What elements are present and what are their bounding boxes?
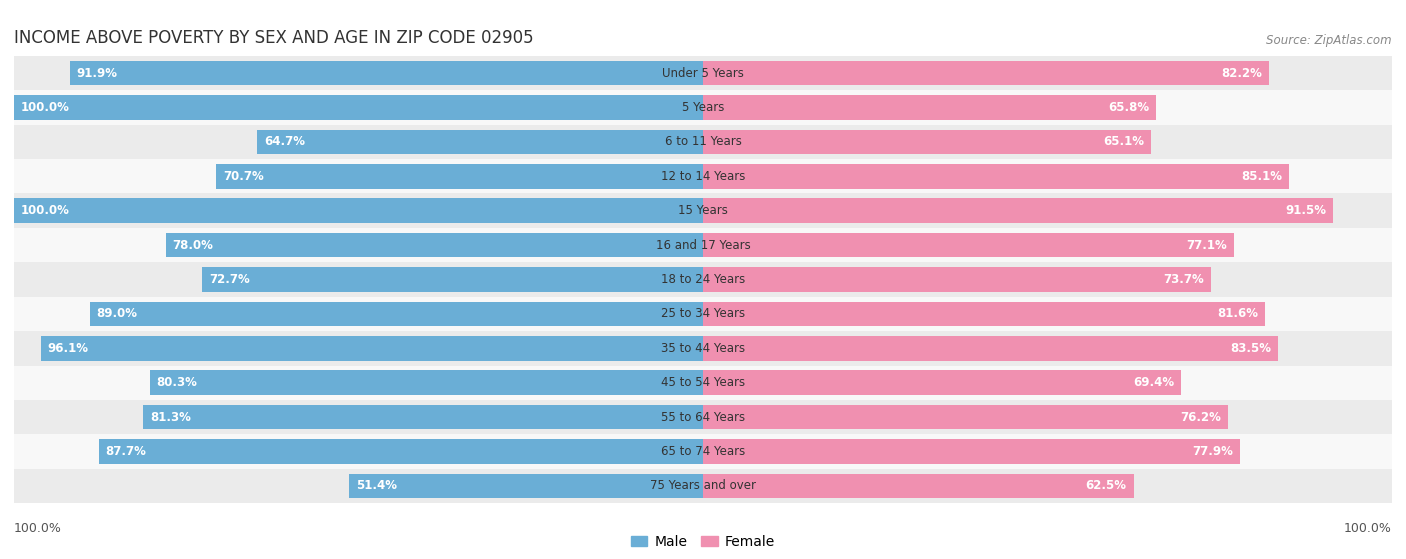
Bar bbox=[703, 61, 1270, 86]
Text: 72.7%: 72.7% bbox=[209, 273, 250, 286]
Bar bbox=[217, 164, 703, 189]
Text: 81.6%: 81.6% bbox=[1218, 307, 1258, 320]
Text: 35 to 44 Years: 35 to 44 Years bbox=[661, 342, 745, 355]
Bar bbox=[14, 262, 1392, 297]
Bar bbox=[703, 198, 1333, 223]
Bar bbox=[703, 95, 1156, 120]
Text: 51.4%: 51.4% bbox=[356, 480, 396, 492]
Bar bbox=[14, 95, 703, 120]
Bar bbox=[703, 130, 1152, 154]
Bar bbox=[703, 473, 1133, 498]
Text: 16 and 17 Years: 16 and 17 Years bbox=[655, 239, 751, 252]
Text: 70.7%: 70.7% bbox=[222, 170, 263, 183]
Text: 18 to 24 Years: 18 to 24 Years bbox=[661, 273, 745, 286]
Bar bbox=[90, 301, 703, 326]
Text: 100.0%: 100.0% bbox=[21, 204, 70, 217]
Bar bbox=[703, 370, 1181, 395]
Bar bbox=[703, 439, 1240, 464]
Text: Source: ZipAtlas.com: Source: ZipAtlas.com bbox=[1267, 34, 1392, 47]
Bar bbox=[143, 405, 703, 429]
Text: 65.8%: 65.8% bbox=[1108, 101, 1150, 114]
Bar bbox=[703, 405, 1227, 429]
Bar bbox=[703, 267, 1211, 292]
Bar bbox=[14, 468, 1392, 503]
Bar bbox=[14, 125, 1392, 159]
Text: 12 to 14 Years: 12 to 14 Years bbox=[661, 170, 745, 183]
Text: 55 to 64 Years: 55 to 64 Years bbox=[661, 411, 745, 424]
Text: 91.5%: 91.5% bbox=[1285, 204, 1326, 217]
Bar bbox=[98, 439, 703, 464]
Bar bbox=[257, 130, 703, 154]
Bar bbox=[14, 228, 1392, 262]
Text: 83.5%: 83.5% bbox=[1230, 342, 1271, 355]
Bar bbox=[703, 301, 1265, 326]
Text: 91.9%: 91.9% bbox=[77, 67, 118, 79]
Text: 76.2%: 76.2% bbox=[1180, 411, 1220, 424]
Bar bbox=[14, 434, 1392, 468]
Text: 75 Years and over: 75 Years and over bbox=[650, 480, 756, 492]
Text: 65 to 74 Years: 65 to 74 Years bbox=[661, 445, 745, 458]
Text: 77.9%: 77.9% bbox=[1192, 445, 1233, 458]
Bar bbox=[14, 297, 1392, 331]
Text: 82.2%: 82.2% bbox=[1222, 67, 1263, 79]
Bar bbox=[166, 233, 703, 258]
Text: 100.0%: 100.0% bbox=[21, 101, 70, 114]
Text: 25 to 34 Years: 25 to 34 Years bbox=[661, 307, 745, 320]
Bar bbox=[14, 198, 703, 223]
Bar bbox=[150, 370, 703, 395]
Bar bbox=[14, 193, 1392, 228]
Bar bbox=[14, 159, 1392, 193]
Bar bbox=[703, 336, 1278, 361]
Text: 6 to 11 Years: 6 to 11 Years bbox=[665, 135, 741, 148]
Text: INCOME ABOVE POVERTY BY SEX AND AGE IN ZIP CODE 02905: INCOME ABOVE POVERTY BY SEX AND AGE IN Z… bbox=[14, 29, 534, 47]
Legend: Male, Female: Male, Female bbox=[626, 529, 780, 555]
Text: 100.0%: 100.0% bbox=[14, 522, 62, 535]
Text: 89.0%: 89.0% bbox=[97, 307, 138, 320]
Bar bbox=[70, 61, 703, 86]
Text: 73.7%: 73.7% bbox=[1163, 273, 1204, 286]
Text: Under 5 Years: Under 5 Years bbox=[662, 67, 744, 79]
Text: 78.0%: 78.0% bbox=[173, 239, 214, 252]
Bar bbox=[14, 400, 1392, 434]
Text: 45 to 54 Years: 45 to 54 Years bbox=[661, 376, 745, 389]
Text: 69.4%: 69.4% bbox=[1133, 376, 1174, 389]
Bar bbox=[703, 164, 1289, 189]
Bar bbox=[14, 366, 1392, 400]
Text: 85.1%: 85.1% bbox=[1241, 170, 1282, 183]
Bar bbox=[202, 267, 703, 292]
Text: 77.1%: 77.1% bbox=[1187, 239, 1227, 252]
Text: 81.3%: 81.3% bbox=[150, 411, 191, 424]
Text: 65.1%: 65.1% bbox=[1104, 135, 1144, 148]
Text: 100.0%: 100.0% bbox=[1344, 522, 1392, 535]
Text: 64.7%: 64.7% bbox=[264, 135, 305, 148]
Bar bbox=[41, 336, 703, 361]
Bar bbox=[703, 233, 1234, 258]
Bar bbox=[14, 331, 1392, 366]
Bar bbox=[14, 91, 1392, 125]
Text: 5 Years: 5 Years bbox=[682, 101, 724, 114]
Text: 87.7%: 87.7% bbox=[105, 445, 146, 458]
Text: 80.3%: 80.3% bbox=[156, 376, 198, 389]
Text: 15 Years: 15 Years bbox=[678, 204, 728, 217]
Bar bbox=[349, 473, 703, 498]
Text: 62.5%: 62.5% bbox=[1085, 480, 1126, 492]
Text: 96.1%: 96.1% bbox=[48, 342, 89, 355]
Bar bbox=[14, 56, 1392, 91]
